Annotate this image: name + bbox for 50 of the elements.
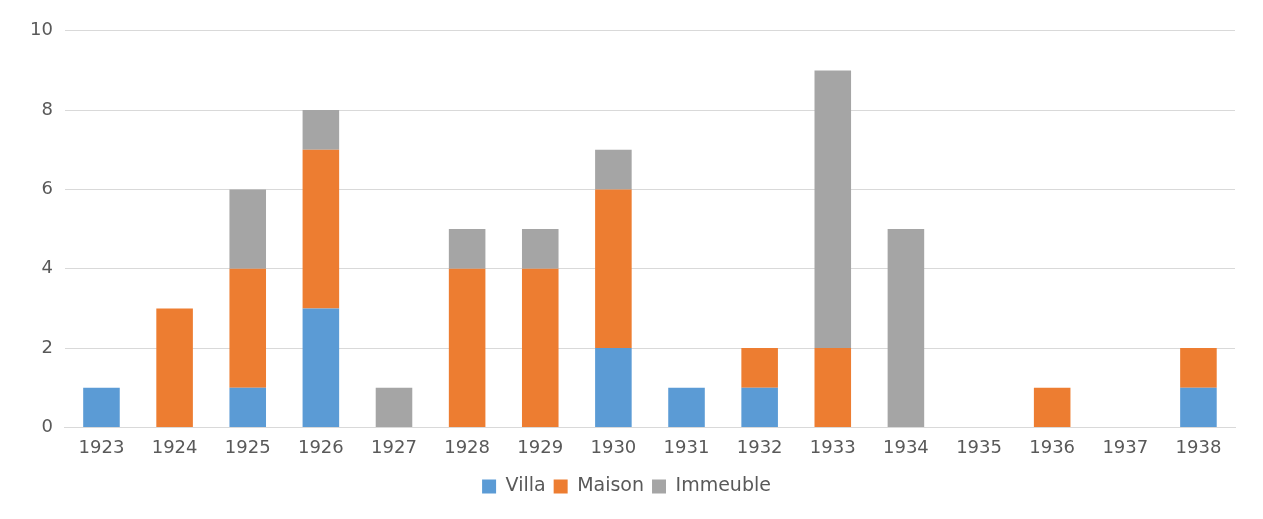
x-tick-label: 1924 [151,435,198,457]
y-tick-label: 10 [30,18,53,40]
bar [302,308,340,427]
bar [302,149,340,309]
bar [741,348,778,388]
y-tick-label: 6 [41,177,53,199]
bar [229,268,267,388]
legend-label: Villa [505,473,546,496]
x-tick-label: 1925 [224,435,271,457]
bar [595,149,632,190]
x-tick-label: 1937 [1102,435,1149,457]
bar [83,387,120,427]
x-tick-label: 1923 [78,435,125,457]
bar [521,229,559,269]
bar [448,268,486,427]
x-tick-label: 1932 [736,435,783,457]
bar [595,189,632,349]
bar [302,110,340,150]
x-tick-label: 1936 [1029,435,1076,457]
bar [229,189,267,269]
bar [668,387,705,427]
x-tick-label: 1927 [371,435,417,457]
bar [741,387,778,427]
x-tick-label: 1938 [1175,435,1222,457]
y-tick-label: 4 [41,256,53,278]
bar [814,348,852,427]
bar [521,268,559,427]
bar [1180,348,1217,388]
x-tick-label: 1931 [663,435,710,457]
legend-label: Immeuble [675,473,771,496]
x-tick-label: 1926 [297,435,344,457]
y-tick-label: 2 [41,335,53,357]
legend-label: Maison [577,473,645,496]
x-tick-label: 1933 [809,435,856,457]
y-tick-label: 0 [41,415,53,437]
x-tick-label: 1928 [444,435,491,457]
bar [1180,387,1217,427]
x-tick-label: 1935 [956,435,1002,457]
bar [229,387,267,427]
y-tick-label: 8 [41,97,53,119]
bar [375,387,413,427]
bar [887,229,925,427]
bar [448,229,486,269]
bar [156,308,193,427]
x-tick-label: 1934 [883,435,929,457]
x-tick-label: 1930 [590,435,637,457]
bar [814,70,852,349]
x-tick-label: 1929 [517,435,564,457]
bar [1033,387,1071,427]
bar [595,348,632,427]
